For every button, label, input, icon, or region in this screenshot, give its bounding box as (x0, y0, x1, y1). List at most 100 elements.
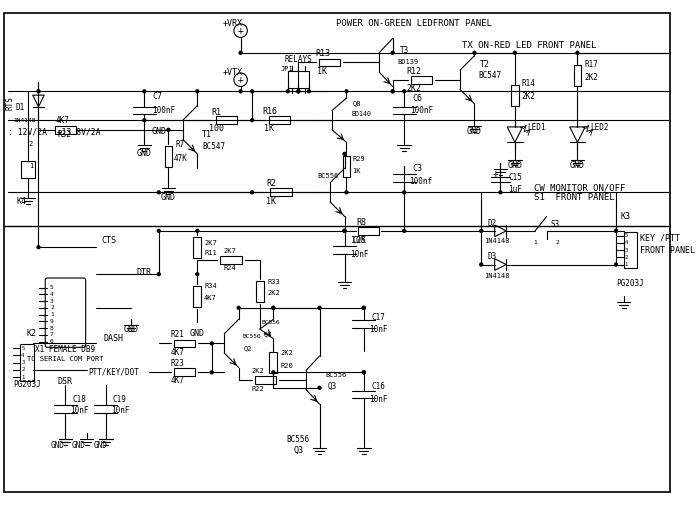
Circle shape (167, 128, 170, 131)
Text: C6: C6 (412, 93, 422, 103)
Text: 1: 1 (50, 312, 54, 317)
Circle shape (234, 24, 247, 37)
Text: LED2: LED2 (590, 123, 608, 132)
Text: Q8: Q8 (352, 100, 361, 106)
Text: 5: 5 (624, 233, 628, 238)
Text: BD139: BD139 (398, 60, 419, 66)
Text: TO SERIAL COM PORT: TO SERIAL COM PORT (27, 356, 104, 362)
Circle shape (37, 246, 40, 248)
Text: 8: 8 (50, 326, 54, 331)
Text: BC556: BC556 (326, 372, 346, 378)
Bar (21, 161, 34, 178)
Text: +VTX: +VTX (223, 68, 243, 77)
Text: C15: C15 (508, 173, 522, 182)
Text: D3: D3 (488, 252, 497, 261)
Circle shape (363, 307, 365, 309)
Text: GND: GND (508, 161, 522, 170)
Text: GND: GND (93, 441, 107, 450)
Circle shape (480, 229, 483, 232)
Text: 4K7: 4K7 (170, 347, 184, 357)
Text: T1: T1 (202, 130, 212, 139)
Text: 4: 4 (624, 240, 628, 245)
Text: 2: 2 (624, 255, 628, 260)
Circle shape (402, 229, 406, 232)
Text: C7: C7 (152, 91, 162, 100)
Bar (270, 352, 277, 373)
Circle shape (251, 119, 253, 122)
Circle shape (345, 191, 348, 194)
Text: 10nF: 10nF (370, 326, 388, 334)
Text: X1 FEMALE DB9: X1 FEMALE DB9 (36, 345, 95, 354)
Text: R23: R23 (170, 359, 184, 368)
Text: LED1: LED1 (527, 123, 546, 132)
Text: RTS: RTS (5, 96, 14, 110)
Circle shape (297, 90, 300, 93)
Circle shape (307, 90, 310, 93)
Text: +VRX: +VRX (223, 19, 243, 28)
Bar (55, 126, 76, 134)
Circle shape (402, 90, 406, 93)
Text: 3: 3 (21, 360, 25, 365)
Text: C18: C18 (72, 395, 86, 404)
Text: GND: GND (51, 441, 64, 450)
Circle shape (473, 52, 476, 54)
Text: CTS: CTS (101, 236, 116, 245)
Circle shape (210, 342, 214, 345)
Bar (288, 71, 309, 88)
Text: S3: S3 (550, 220, 560, 229)
Circle shape (272, 371, 275, 374)
Text: 100nF: 100nF (410, 106, 433, 115)
Text: JP1: JP1 (281, 66, 293, 72)
Text: R32: R32 (57, 130, 71, 139)
Text: 1: 1 (533, 240, 537, 245)
Text: 1K: 1K (265, 124, 274, 133)
Text: PG203J: PG203J (13, 380, 41, 389)
Circle shape (480, 263, 483, 266)
Text: R2: R2 (267, 179, 276, 188)
Circle shape (239, 90, 242, 93)
Text: R34: R34 (204, 283, 217, 289)
Text: 2: 2 (21, 368, 25, 372)
Text: GND: GND (137, 149, 152, 159)
Bar (220, 256, 241, 264)
Text: R33: R33 (267, 279, 280, 285)
Circle shape (402, 191, 406, 194)
Circle shape (391, 90, 394, 93)
Text: 1K: 1K (267, 196, 276, 206)
Text: R20: R20 (280, 363, 293, 369)
Text: 10nF: 10nF (111, 407, 130, 415)
Circle shape (251, 191, 253, 194)
Text: : 12V/2A  +13.8V/2A: : 12V/2A +13.8V/2A (8, 127, 100, 136)
Text: 4K7: 4K7 (204, 295, 217, 301)
Text: 1N4148: 1N4148 (13, 118, 36, 123)
Text: T3: T3 (400, 46, 409, 56)
Circle shape (272, 307, 275, 309)
Text: R29: R29 (352, 156, 365, 162)
Text: 2K2: 2K2 (584, 73, 598, 82)
Text: DASH: DASH (104, 334, 124, 343)
Circle shape (345, 90, 348, 93)
Circle shape (576, 52, 579, 54)
Circle shape (158, 229, 160, 232)
Circle shape (196, 229, 199, 232)
Text: 2K2: 2K2 (267, 290, 280, 296)
Text: 10nF: 10nF (370, 395, 388, 404)
Circle shape (318, 386, 321, 389)
Bar (20, 344, 34, 381)
Text: 100nf: 100nf (409, 177, 432, 186)
Bar (174, 369, 195, 376)
Text: 4K7: 4K7 (56, 116, 70, 125)
Text: T2: T2 (480, 60, 490, 69)
Text: D1: D1 (15, 103, 24, 112)
Circle shape (363, 371, 365, 374)
Text: C16: C16 (372, 382, 386, 391)
Text: 1N4148: 1N4148 (484, 273, 510, 279)
Text: GND: GND (151, 127, 167, 136)
Circle shape (343, 229, 346, 232)
Circle shape (514, 52, 517, 54)
Text: 1K: 1K (352, 168, 361, 174)
Text: 10K: 10K (351, 236, 367, 245)
Text: 100: 100 (209, 124, 224, 133)
Circle shape (237, 307, 240, 309)
Bar (193, 237, 201, 258)
